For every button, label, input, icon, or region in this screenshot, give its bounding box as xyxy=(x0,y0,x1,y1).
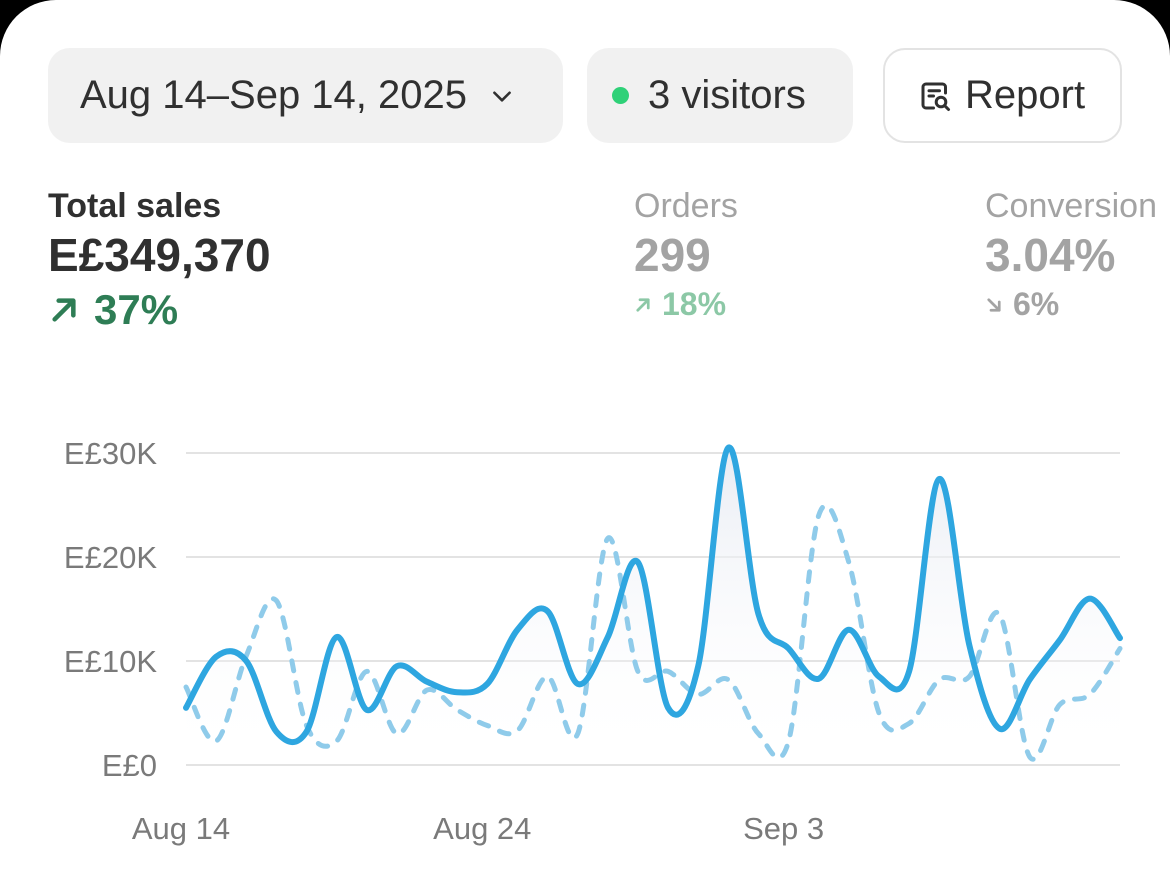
metric-value: 299 xyxy=(634,229,711,281)
report-button[interactable]: Report xyxy=(883,48,1122,143)
chevron-down-icon xyxy=(493,90,511,102)
date-range-label: Aug 14–Sep 14, 2025 xyxy=(80,73,468,117)
report-label: Report xyxy=(965,73,1086,117)
metric-orders[interactable]: Orders 299 18% xyxy=(634,186,738,323)
live-visitors-button[interactable]: 3 visitors xyxy=(587,48,853,143)
arrow-up-right-icon xyxy=(52,298,76,322)
x-tick-label: Sep 3 xyxy=(743,811,824,846)
metric-delta: 18% xyxy=(634,286,738,323)
metric-conversion[interactable]: Conversion 3.04% 6% xyxy=(985,186,1157,323)
y-tick-label: E£0 xyxy=(102,748,157,783)
series-area-current xyxy=(186,447,1120,765)
report-search-icon xyxy=(921,82,950,111)
metric-delta: 6% xyxy=(985,286,1157,323)
x-tick-label: Aug 14 xyxy=(132,811,230,846)
live-dot-icon xyxy=(612,87,629,104)
visitors-count: 3 visitors xyxy=(648,73,806,117)
x-tick-label: Aug 24 xyxy=(433,811,531,846)
metric-total-sales[interactable]: Total sales E£349,370 37% xyxy=(48,186,271,334)
arrow-down-right-icon xyxy=(987,297,1001,312)
date-range-selector[interactable]: Aug 14–Sep 14, 2025 xyxy=(48,48,563,143)
metric-label: Conversion xyxy=(985,187,1157,225)
y-tick-label: E£20K xyxy=(64,540,157,575)
metric-value: 3.04% xyxy=(985,229,1116,281)
series-line-current xyxy=(183,444,1123,746)
metric-value: E£349,370 xyxy=(48,229,271,281)
y-tick-label: E£10K xyxy=(64,644,157,679)
y-tick-label: E£30K xyxy=(64,436,157,471)
metric-delta-value: 6% xyxy=(1013,286,1060,322)
series-line-comparison xyxy=(183,503,1123,762)
sales-line-chart: E£0 E£10K E£20K E£30K Aug 14 Aug 24 Sep 3 xyxy=(64,436,1123,846)
metric-delta: 37% xyxy=(48,286,271,334)
arrow-up-right-icon xyxy=(636,297,650,312)
metric-delta-value: 37% xyxy=(94,286,179,333)
metric-delta-value: 18% xyxy=(662,286,727,322)
metric-label: Total sales xyxy=(48,187,222,225)
metric-label: Orders xyxy=(634,187,738,225)
